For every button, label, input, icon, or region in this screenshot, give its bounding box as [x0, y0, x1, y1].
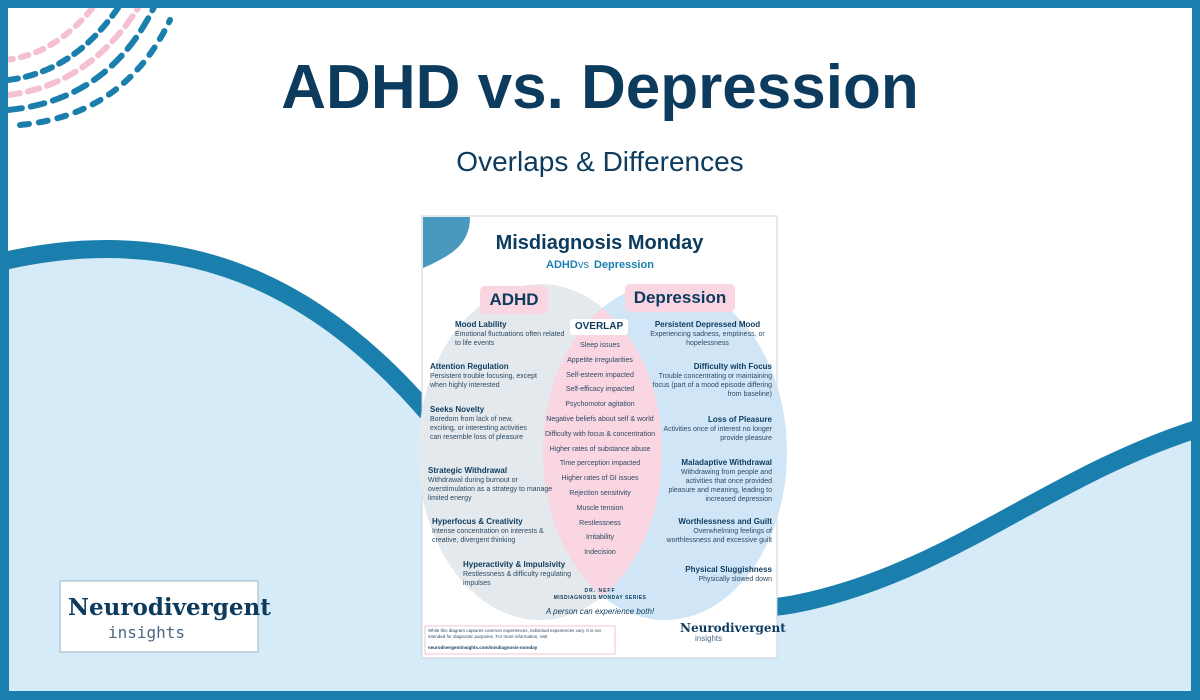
overlap-item: Negative beliefs about self & world: [546, 416, 654, 423]
adhd-item-text: Boredom from lack of new, exciting, or i…: [430, 416, 527, 441]
adhd-label: ADHD: [489, 290, 539, 309]
overlap-item: Irritability: [585, 534, 614, 542]
card-logo-name: Neurodivergent: [680, 621, 786, 635]
depression-item-text: Experiencing sadness, emptiness, or hope…: [650, 331, 765, 347]
adhd-item-title: Attention Regulation: [430, 362, 509, 371]
overlap-label-box: [570, 319, 628, 335]
adhd-item-title: Hyperactivity & Impulsivity: [463, 560, 566, 569]
overlap-item: Appetite irregularities: [567, 356, 633, 364]
overlap-item: Self-efficacy impacted: [565, 386, 635, 394]
title: ADHD vs. Depression: [281, 53, 919, 122]
card-blob: [423, 217, 470, 268]
adhd-item-text: Intense concentration on interests & cre…: [432, 528, 544, 544]
card-subtitle-right: Depression: [594, 259, 654, 271]
card-title: Misdiagnosis Monday: [495, 232, 704, 254]
depression-label-box: [625, 284, 735, 312]
depression-item-title: Maladaptive Withdrawal: [681, 458, 772, 467]
adhd-item-text: Withdrawal during burnout or overstimula…: [428, 477, 553, 502]
overlap-item: Higher rates of GI issues: [561, 475, 639, 483]
depression-item-title: Worthlessness and Guilt: [678, 517, 772, 526]
adhd-item-title: Mood Lability: [455, 320, 507, 329]
adhd-item-title: Strategic Withdrawal: [428, 466, 508, 475]
adhd-item-text: Persistent trouble focusing, except when…: [430, 373, 538, 389]
disclaimer-box: [424, 625, 616, 655]
logo-tagline: insights: [108, 623, 186, 642]
depression-item-title: Loss of Pleasure: [707, 415, 772, 424]
adhd-item-title: Hyperfocus & Creativity: [432, 517, 523, 526]
series-name: MISDIAGNOSIS MONDAY SERIES: [553, 595, 647, 601]
overlap-item: Higher rates of substance abuse: [549, 445, 651, 453]
overlap-item: Sleep issues: [580, 342, 620, 349]
card-logo-tagline: insights: [695, 634, 723, 643]
overlap-item: Time perception impacted: [559, 460, 641, 468]
depression-item-title: Persistent Depressed Mood: [654, 320, 761, 329]
logo-box: [59, 580, 259, 653]
adhd-item-text: Restlessness & difficulty regulating imp…: [463, 571, 572, 587]
depression-item-text: Withdrawing from people and activities t…: [668, 469, 772, 503]
overlap-item: Psychomotor agitation: [565, 401, 635, 409]
note: A person can experience both!: [545, 607, 655, 616]
arcs: [2, 2, 173, 128]
depression-item-text: Activities once of interest no longer pr…: [663, 426, 772, 442]
depression-label: Depression: [633, 288, 727, 307]
disclaimer: While this diagram captures common exper…: [428, 628, 601, 639]
overlap-item: Difficulty with focus & concentration: [545, 430, 655, 438]
depression-item-title: Difficulty with Focus: [693, 362, 772, 371]
depression-item-text: Physically slowed down: [698, 576, 772, 583]
overlap-item: Muscle tension: [576, 504, 624, 512]
card-subtitle-left: ADHD: [546, 259, 578, 271]
overlap-item: Rejection sensitivity: [569, 490, 631, 497]
overlap-item: Indecision: [584, 549, 616, 557]
overlap-region: [543, 284, 662, 620]
link: neurodivergentinsights.com/misdiagnosis-…: [428, 645, 538, 650]
overlap-label: OVERLAP: [574, 321, 624, 332]
card-subtitle-middle: vs: [578, 259, 589, 271]
overlap-item: Self-esteem impacted: [566, 371, 634, 379]
adhd-label-box: [480, 286, 548, 314]
depression-item-title: Physical Sluggishness: [685, 565, 772, 574]
logo-name: Neurodivergent: [68, 594, 271, 621]
depression-item-text: Overwhelming feelings of worthlessness a…: [666, 528, 772, 544]
series-author: DR. NEFF: [584, 588, 616, 594]
adhd-item-title: Seeks Novelty: [430, 405, 485, 414]
depression-item-text: Trouble concentrating or maintaining foc…: [652, 373, 772, 398]
adhd-item-text: Emotional fluctuations often related to …: [455, 331, 565, 347]
overlap-item: Restlessness: [579, 519, 621, 527]
subtitle: Overlaps & Differences: [456, 146, 744, 177]
